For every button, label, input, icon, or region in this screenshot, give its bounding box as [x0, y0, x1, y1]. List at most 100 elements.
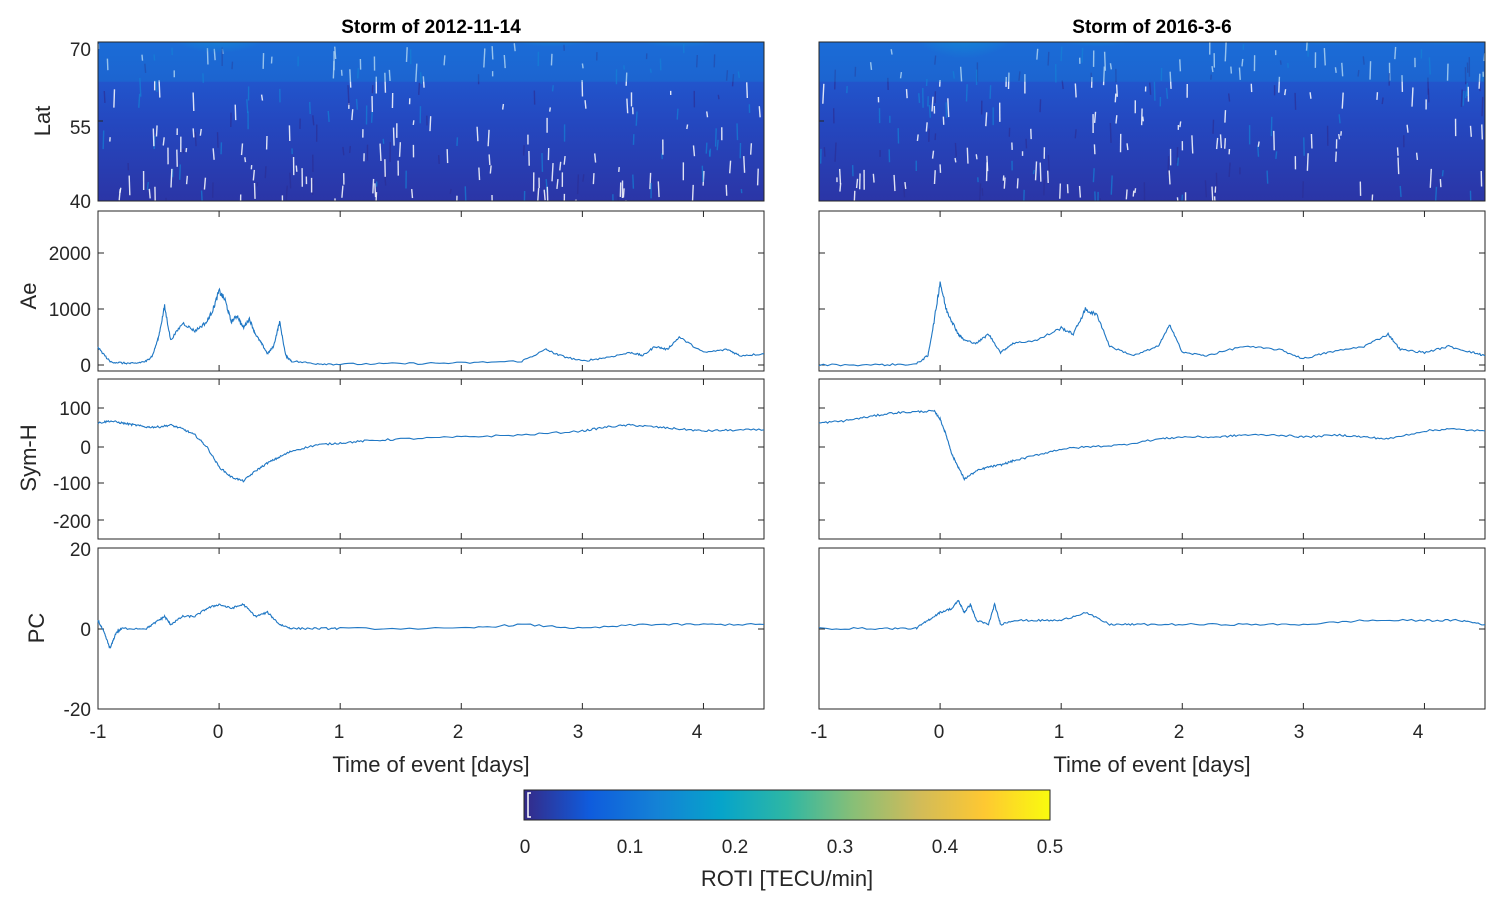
- heatmap-streak: [702, 170, 705, 186]
- heatmap-streak: [1003, 177, 1006, 189]
- heatmap-streak: [902, 184, 906, 198]
- heatmap-streak: [483, 48, 486, 68]
- ytick-pc-20: 20: [70, 540, 91, 561]
- ytick-ae-2000: 2000: [49, 244, 91, 265]
- heatmap-streak: [649, 172, 652, 190]
- heatmap-streak: [185, 175, 189, 185]
- heatmap-streak: [1462, 90, 1465, 106]
- heatmap-streak: [1224, 110, 1227, 123]
- colorbar-marker: [527, 792, 531, 818]
- heatmap-streak: [1061, 80, 1064, 90]
- colorbar-tick-0.5: 0.5: [1037, 837, 1063, 858]
- heatmap-streak: [1149, 82, 1152, 95]
- heatmap-streak: [327, 110, 330, 122]
- heatmap-streak: [347, 85, 350, 106]
- heatmap-streak: [1153, 81, 1156, 101]
- heatmap-streak: [192, 128, 195, 138]
- heatmap-streak: [1126, 143, 1129, 151]
- heatmap-streak: [1306, 153, 1309, 171]
- heatmap-streak: [686, 124, 689, 130]
- colorbar-tick-0.2: 0.2: [722, 837, 748, 858]
- ylabel-ae: Ae: [16, 283, 41, 310]
- panel-sym-h-left: [97, 378, 765, 540]
- heatmap-streak: [138, 93, 141, 108]
- ytick-pc-0: 0: [80, 620, 91, 641]
- heatmap-streak: [869, 62, 873, 70]
- heatmap-streak: [141, 54, 144, 61]
- heatmap-streak: [1168, 170, 1171, 185]
- heatmap-streak: [714, 128, 717, 147]
- heatmap-streak: [488, 154, 491, 166]
- heatmap-streak: [398, 142, 402, 157]
- heatmap-streak: [1032, 169, 1036, 175]
- heatmap-streak: [1125, 189, 1128, 200]
- heatmap-streak: [1034, 161, 1038, 181]
- heatmap-streak: [890, 49, 893, 55]
- heatmap-streak: [372, 178, 375, 194]
- heatmap-streak: [1179, 121, 1182, 128]
- heatmap-streak: [1278, 76, 1281, 93]
- heatmap-streak: [1399, 185, 1402, 198]
- heatmap-streak: [349, 145, 352, 154]
- heatmap-streak: [872, 173, 875, 183]
- heatmap-streak: [592, 173, 595, 185]
- heatmap-streak: [1215, 137, 1219, 150]
- heatmap-streak: [581, 63, 584, 69]
- heatmap-area: [98, 42, 764, 201]
- heatmap-streak: [253, 182, 256, 199]
- heatmap-streak: [1039, 99, 1042, 113]
- heatmap-streak: [1169, 71, 1172, 89]
- heatmap-streak: [102, 130, 105, 150]
- heatmap-streak: [1428, 57, 1431, 75]
- heatmap-streak: [1213, 196, 1216, 201]
- heatmap-streak: [1396, 147, 1399, 156]
- heatmap-streak: [626, 98, 629, 114]
- heatmap-streak: [170, 168, 173, 188]
- heatmap-streak: [1093, 111, 1097, 124]
- roti-enhancement: [1036, 42, 1159, 65]
- panel-sym-h-right: [818, 378, 1486, 540]
- ytick-ae-1000: 1000: [49, 300, 91, 321]
- series-line-pc: [818, 599, 1486, 630]
- heatmap-streak: [1036, 48, 1039, 60]
- xtick-left-2: 2: [453, 722, 464, 743]
- heatmap-streak: [1214, 186, 1217, 193]
- heatmap-streak: [351, 109, 354, 121]
- roti-enhancement: [488, 42, 617, 65]
- heatmap-streak: [543, 189, 546, 201]
- heatmap-streak: [200, 190, 203, 201]
- plot-frame: [97, 210, 765, 372]
- heatmap-streak: [1179, 59, 1182, 72]
- heatmap-streak: [1434, 186, 1438, 201]
- heatmap-streak: [289, 172, 292, 189]
- ylabel-symh: Sym-H: [16, 424, 41, 491]
- heatmap-streak: [563, 156, 566, 165]
- heatmap-streak: [139, 77, 142, 97]
- heatmap-streak: [855, 178, 859, 189]
- heatmap-streak: [252, 169, 256, 181]
- heatmap-streak: [162, 137, 165, 146]
- heatmap-streak: [1376, 92, 1379, 100]
- heatmap-streak: [746, 82, 749, 99]
- heatmap-streak: [954, 142, 957, 157]
- heatmap-streak: [1074, 129, 1077, 139]
- heatmap-streak: [419, 72, 422, 85]
- heatmap-streak: [731, 73, 735, 87]
- heatmap-streak: [312, 115, 315, 126]
- heatmap-streak: [422, 76, 425, 88]
- heatmap-area: [819, 42, 1485, 201]
- heatmap-streak: [1132, 190, 1135, 197]
- heatmap-streak: [285, 185, 288, 201]
- heatmap-streak: [931, 150, 935, 159]
- roti-enhancement: [891, 42, 1038, 126]
- colorbar-tick-0: 0: [520, 837, 531, 858]
- heatmap-streak: [1215, 172, 1218, 191]
- series-line-sym-h: [818, 409, 1486, 482]
- heatmap-streak: [925, 122, 928, 132]
- heatmap-streak: [1224, 42, 1227, 62]
- roti-enhancement: [1390, 42, 1485, 59]
- heatmap-streak: [1016, 178, 1019, 189]
- heatmap-streak: [349, 69, 352, 88]
- xtick-right-0: 0: [934, 722, 945, 743]
